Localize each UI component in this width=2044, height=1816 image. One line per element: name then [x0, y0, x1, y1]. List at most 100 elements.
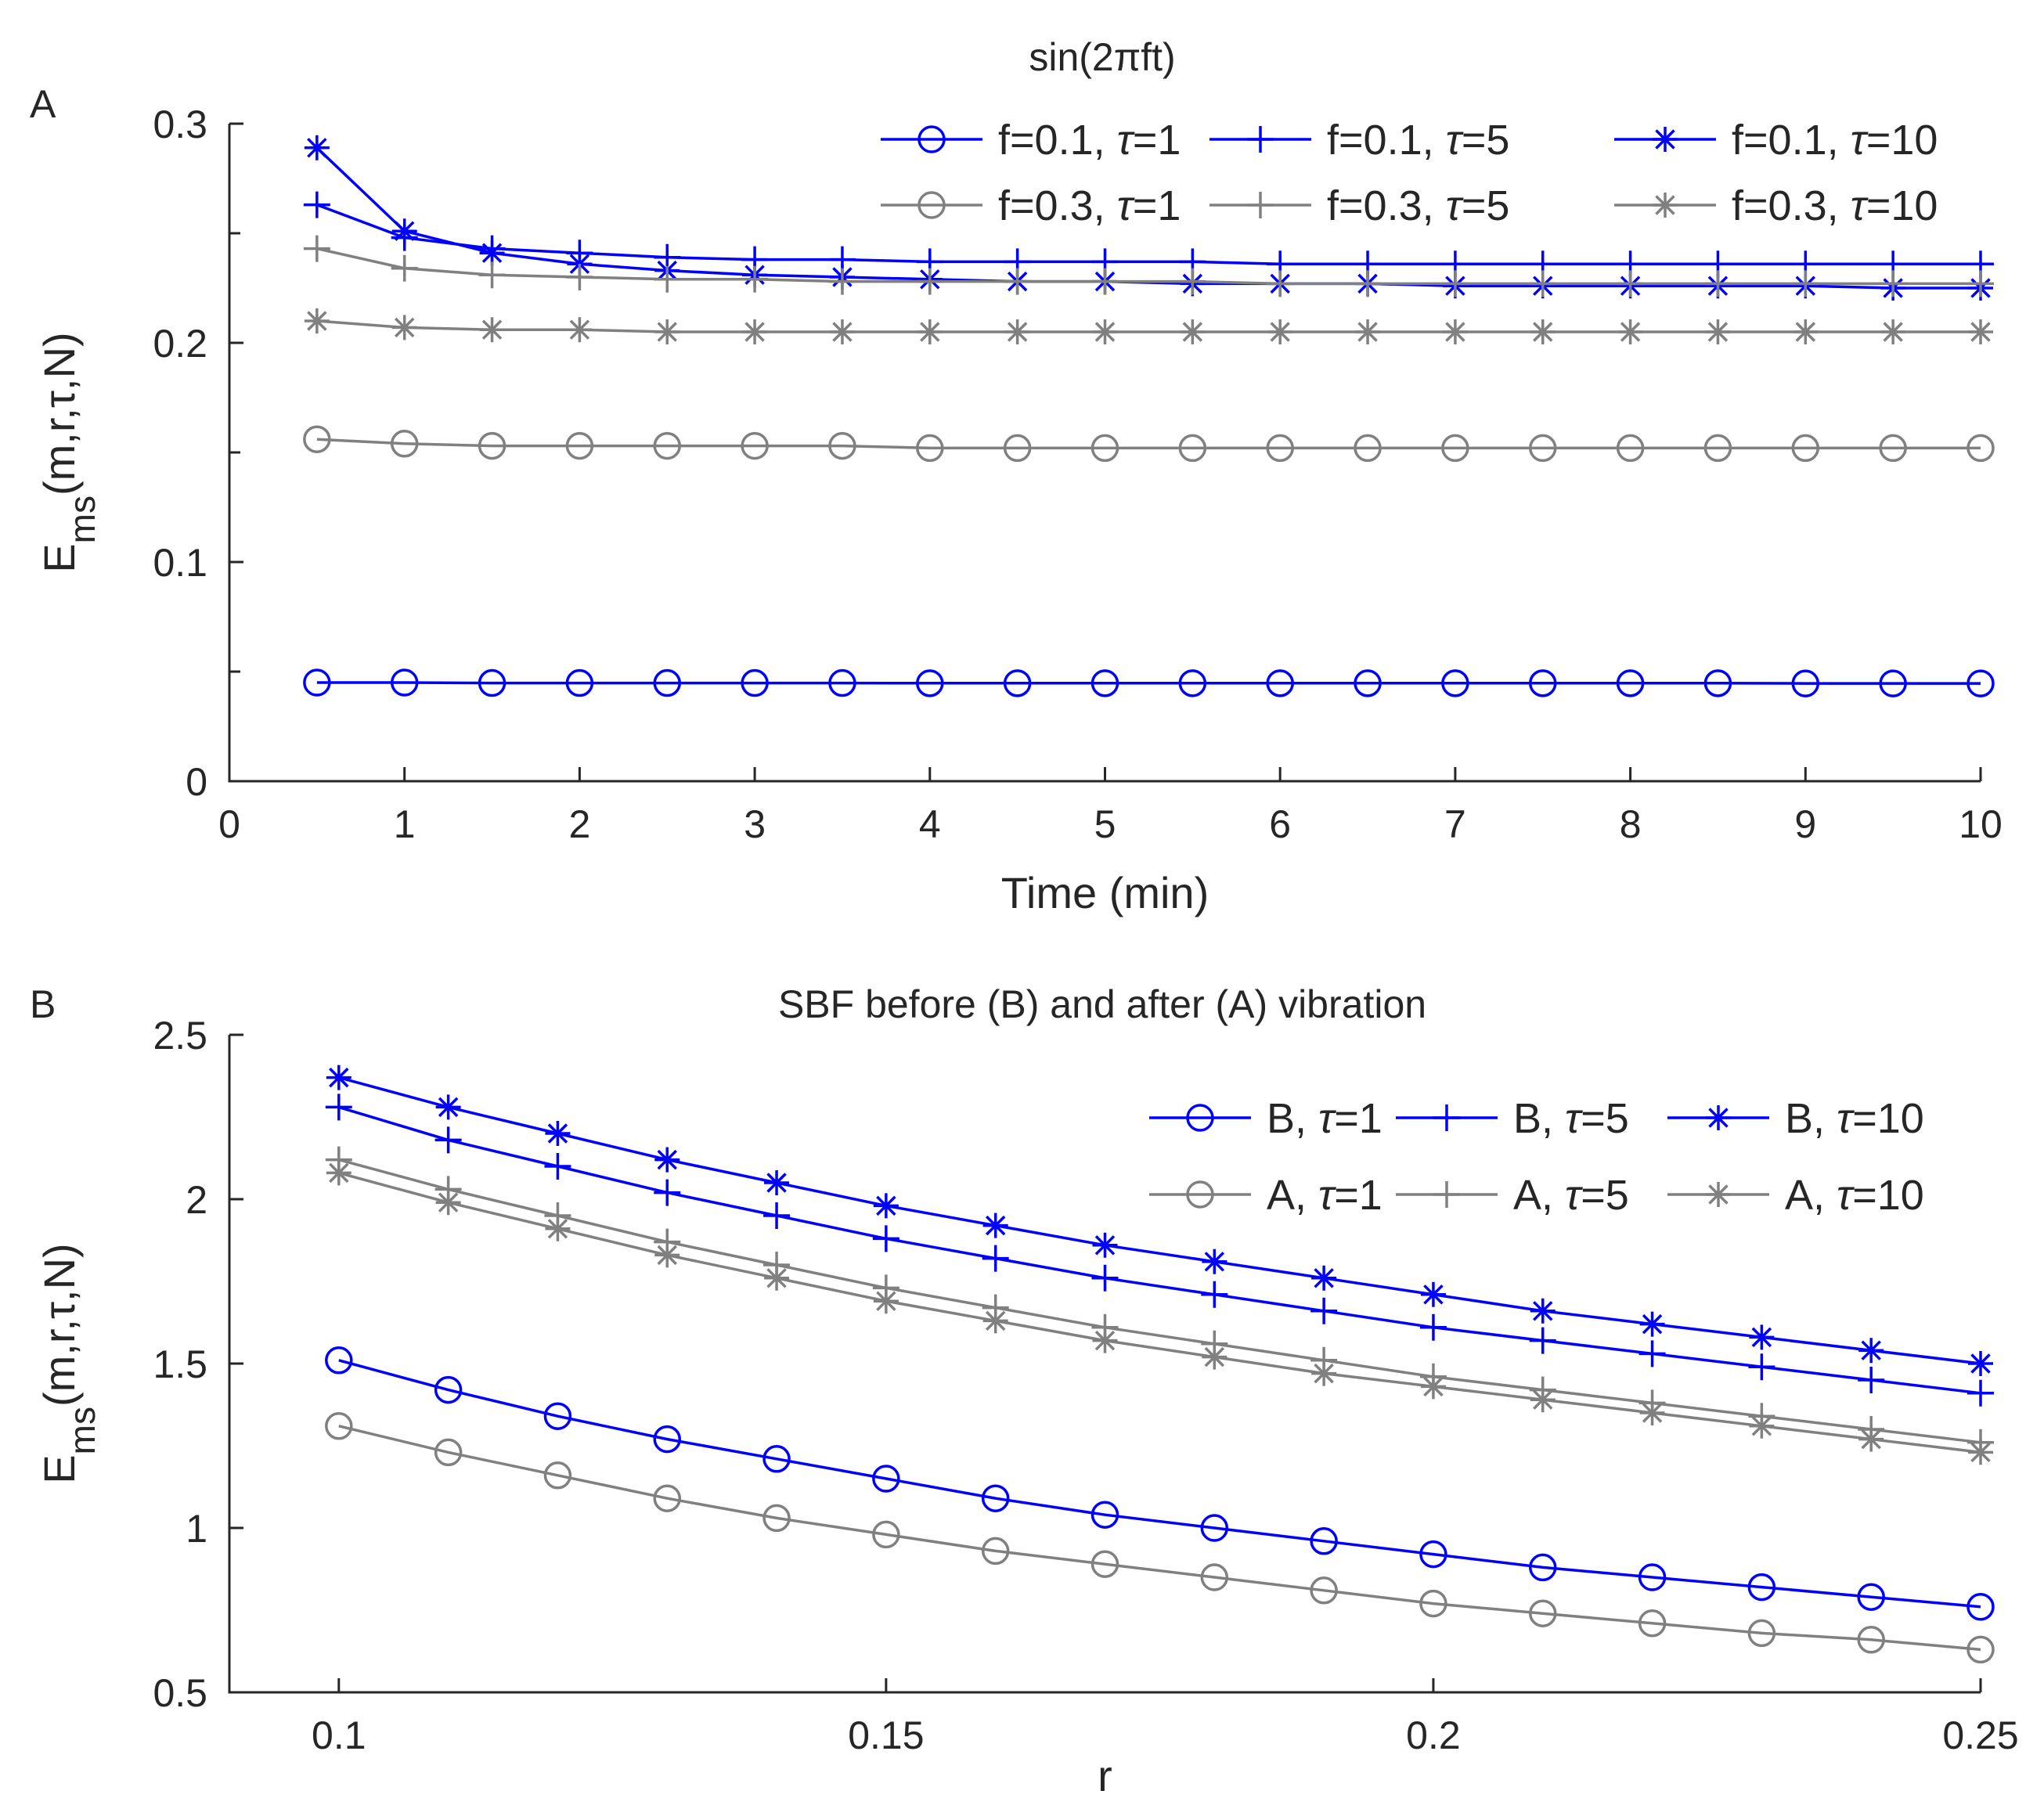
data-point-marker — [873, 1193, 899, 1219]
legend-label-tau: τ — [1117, 182, 1135, 229]
y-tick-label: 2.5 — [153, 1014, 207, 1058]
star-marker-shape — [1749, 1324, 1775, 1350]
circle-marker-shape — [741, 431, 769, 460]
data-point-marker — [1091, 268, 1119, 295]
data-point-marker — [543, 1461, 572, 1490]
circle-marker-shape — [478, 668, 506, 697]
plus-marker-shape — [1792, 270, 1819, 297]
star-marker-shape — [1092, 1232, 1118, 1258]
circle-marker-shape — [653, 1425, 681, 1454]
data-point-marker — [1441, 669, 1469, 697]
plus-marker-shape — [654, 1179, 681, 1206]
legend-label: B, τ=10 — [1785, 1095, 1924, 1142]
x-tick-label: 3 — [744, 802, 766, 846]
data-point-marker — [566, 264, 593, 290]
legend-label-text: f=0.1, — [998, 117, 1117, 164]
data-point-marker — [1202, 1248, 1227, 1274]
legend-label-value: =10 — [1852, 1095, 1924, 1142]
data-point-marker — [828, 431, 856, 460]
data-point-marker — [1966, 434, 1995, 463]
circle-marker-shape — [1857, 1626, 1885, 1654]
star-marker-shape — [479, 240, 505, 266]
star-marker-shape — [304, 308, 330, 333]
data-point-marker — [1354, 669, 1382, 697]
legend-marker — [1653, 127, 1678, 152]
plus-marker-shape — [1441, 270, 1469, 297]
legend-label-tau: τ — [1565, 1172, 1583, 1219]
data-point-marker — [654, 1147, 680, 1173]
data-point-marker — [1639, 1400, 1665, 1425]
data-point-marker — [326, 1065, 351, 1090]
plus-marker-shape — [1267, 270, 1294, 297]
series-1 — [303, 668, 1995, 697]
data-point-marker — [1529, 270, 1556, 297]
data-point-marker — [1879, 669, 1907, 697]
circle-marker-shape — [565, 668, 594, 697]
data-point-marker — [544, 1153, 571, 1180]
legend-label: f=0.3, τ=5 — [1327, 182, 1509, 229]
y-tick-label: 1.5 — [153, 1342, 207, 1386]
data-point-marker — [1747, 1573, 1776, 1602]
series-line — [316, 247, 1981, 286]
data-point-marker — [1529, 1327, 1556, 1354]
legend-item: f=0.1, τ=10 — [1614, 117, 1938, 164]
y-tick-label: 0.5 — [153, 1671, 207, 1715]
star-marker-shape — [545, 1121, 571, 1146]
star-marker-shape — [1420, 1281, 1446, 1307]
circle-marker-shape — [653, 431, 681, 460]
legend-label-tau: τ — [1318, 1095, 1336, 1142]
plus-marker-shape — [1091, 1264, 1119, 1292]
legend-marker — [1433, 1104, 1460, 1131]
y-axis-label-sub: ms — [62, 1407, 103, 1454]
data-point-marker — [304, 308, 330, 333]
data-point-marker — [1090, 434, 1119, 463]
data-point-marker — [872, 1520, 900, 1549]
plus-marker-shape — [303, 235, 330, 262]
data-point-marker — [1967, 270, 1994, 297]
series-line — [316, 438, 1981, 450]
data-point-marker — [763, 1202, 791, 1229]
data-point-marker — [391, 254, 418, 282]
circle-marker-shape — [1003, 669, 1032, 697]
circle-marker-shape — [1178, 434, 1207, 463]
data-point-marker — [1442, 319, 1468, 344]
star-marker-shape — [1705, 319, 1731, 344]
data-point-marker — [1880, 319, 1906, 344]
data-point-marker — [764, 1265, 790, 1291]
circle-marker-shape — [916, 434, 944, 463]
x-tick-label: 8 — [1620, 802, 1642, 846]
circle-marker-shape — [1266, 434, 1294, 463]
circle-marker-shape — [1266, 669, 1294, 697]
legend-label-text: f=0.3, — [1327, 182, 1446, 229]
data-point-marker — [653, 431, 681, 460]
legend-item: A, τ=10 — [1667, 1172, 1924, 1219]
data-point-marker — [304, 135, 330, 160]
data-point-marker — [762, 1504, 791, 1533]
panel-b-chart: B SBF before (B) and after (A) vibration 0… — [30, 982, 2019, 1800]
data-point-marker — [1968, 319, 1993, 344]
data-point-marker — [762, 1445, 791, 1473]
legend-item: f=0.3, τ=5 — [1209, 182, 1509, 229]
y-axis-label-sub: ms — [62, 495, 103, 543]
plus-marker-shape — [1967, 270, 1994, 297]
plus-marker-shape — [1247, 126, 1274, 153]
star-marker-shape — [1355, 319, 1381, 344]
circle-marker-shape — [1616, 434, 1645, 463]
star-marker-shape — [1706, 1182, 1731, 1207]
data-point-marker — [1749, 1413, 1775, 1439]
data-point-marker — [326, 1160, 351, 1186]
legend-marker — [1247, 192, 1274, 218]
plus-marker-shape — [982, 1245, 1009, 1272]
legend-label-text: f=0.3, — [1732, 182, 1851, 229]
y-axis-label: Ems(m,r,τ,N) — [34, 332, 103, 572]
data-point-marker — [916, 669, 944, 697]
star-marker-shape — [1420, 1374, 1446, 1400]
plus-marker-shape — [763, 1202, 791, 1229]
star-marker-shape — [829, 319, 855, 344]
x-tick-label: 2 — [568, 802, 590, 846]
x-tick-label: 7 — [1444, 802, 1466, 846]
data-point-marker — [1529, 434, 1557, 463]
circle-marker-shape — [1441, 434, 1469, 463]
series-line — [338, 1076, 1981, 1365]
plus-marker-shape — [654, 265, 681, 293]
